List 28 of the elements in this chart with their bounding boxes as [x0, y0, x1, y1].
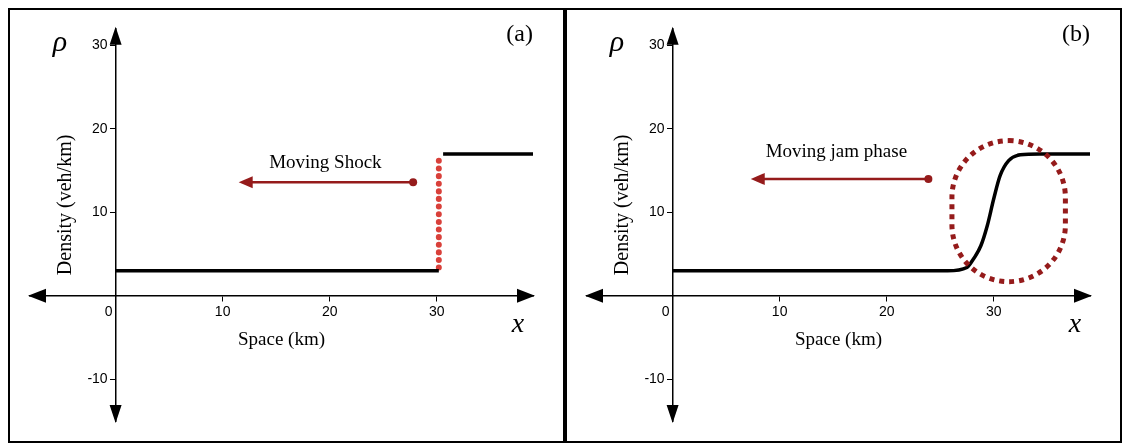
- chart-title: (b): [1062, 19, 1090, 46]
- annotation: x: [510, 306, 525, 338]
- x-tick-label: 10: [214, 302, 231, 319]
- y-tick-label: 20: [649, 119, 665, 136]
- y-tick-label: 10: [649, 203, 665, 220]
- x-tick-label: 0: [661, 302, 670, 319]
- x-tick-label: 20: [878, 302, 895, 319]
- y-tick-label: 30: [649, 36, 665, 53]
- annotation: ρ: [51, 23, 68, 57]
- y-tick-label: -10: [87, 370, 108, 387]
- x-axis-title: Space (km): [794, 328, 883, 351]
- x-axis-title: Space (km): [237, 328, 326, 351]
- annotation: x: [1067, 306, 1082, 338]
- annotation: ρ: [608, 23, 625, 57]
- y-axis-title: Density (veh/km): [52, 134, 76, 276]
- x-tick-label: 20: [321, 302, 338, 319]
- y-tick-label: 20: [92, 119, 108, 136]
- x-tick-label: 30: [428, 302, 445, 319]
- x-tick-label: 0: [104, 302, 113, 319]
- x-tick-label: 30: [985, 302, 1002, 319]
- annotation: Moving Shock: [269, 151, 383, 173]
- annotation: Moving jam phase: [765, 140, 908, 162]
- y-tick-label: -10: [644, 370, 665, 387]
- y-axis-title: Density (veh/km): [609, 134, 633, 276]
- y-tick-label: 10: [92, 203, 108, 220]
- x-tick-label: 10: [771, 302, 788, 319]
- chart-title: (a): [506, 19, 533, 46]
- y-tick-label: 30: [92, 36, 108, 53]
